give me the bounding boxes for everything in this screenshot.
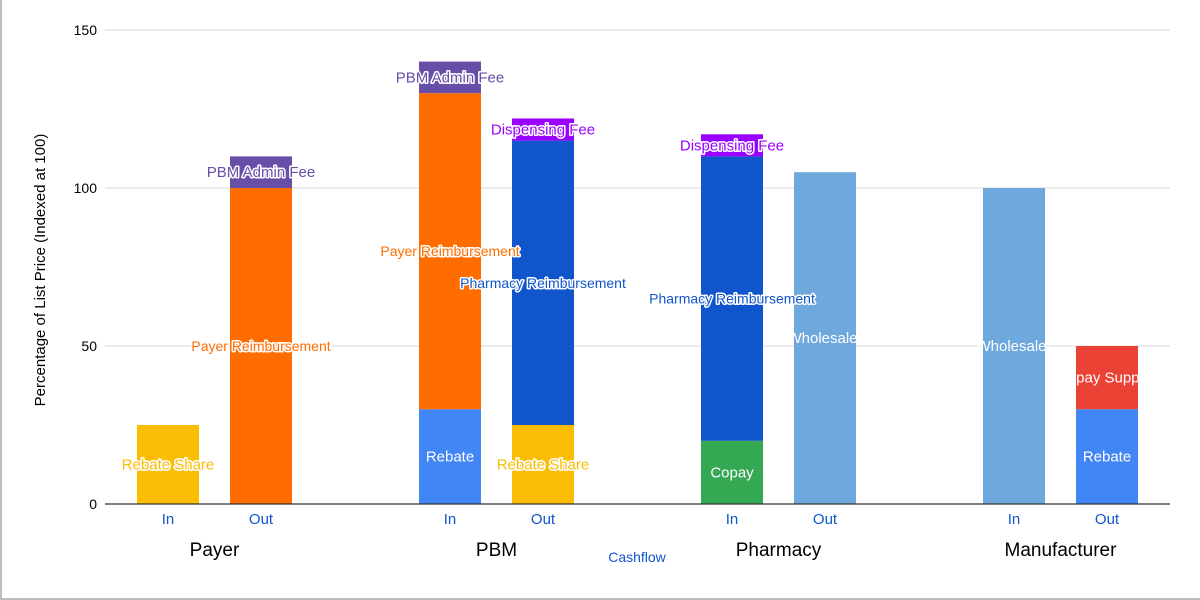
- bar-segment-copay: [701, 440, 763, 504]
- group-label-pharmacy: Pharmacy: [736, 540, 822, 561]
- data-label-rebate-share: Rebate Share: [497, 457, 590, 474]
- y-axis-title: Percentage of List Price (Indexed at 100…: [32, 134, 49, 407]
- y-tick-label: 0: [89, 496, 97, 512]
- data-label-pbm-admin-fee: PBM Admin Fee: [396, 69, 504, 86]
- bar-segment-wholesaler: [794, 172, 856, 504]
- bar-segment-dispensing-fee: [701, 134, 763, 157]
- bars: [137, 61, 1138, 504]
- bar-segment-rebate-share: [137, 425, 199, 504]
- data-label-copay-support: Copay Support: [1057, 370, 1158, 387]
- bar-segment-payer-reimbursement: [230, 188, 292, 504]
- x-tick-label: In: [726, 511, 739, 528]
- bar-segment-wholesaler: [983, 188, 1045, 504]
- data-label-payer-reimbursement: Payer Reimbursement: [380, 243, 519, 259]
- x-axis-title: Cashflow: [608, 549, 666, 565]
- data-label-pharmacy-reimbursement: Pharmacy Reimbursement: [460, 275, 626, 291]
- bar-segment-rebate: [419, 409, 481, 504]
- data-labels: Rebate Share Payer Reimbursement PBM Admin…: [120, 68, 1158, 481]
- bar-segment-pbm-admin-fee: [419, 61, 481, 94]
- data-label-pbm-admin-fee: PBM Admin Fee: [207, 164, 315, 181]
- data-label-wholesaler: Wholesaler: [787, 330, 862, 347]
- group-label-payer: Payer: [190, 540, 240, 561]
- bar-segment-payer-reimbursement: [419, 93, 481, 410]
- y-tick-label: 150: [74, 22, 98, 38]
- bar-segment-rebate: [1076, 409, 1138, 504]
- x-tick-label: In: [444, 511, 457, 528]
- x-tick-label: Out: [249, 511, 274, 528]
- data-label-rebate: Rebate: [1083, 449, 1131, 466]
- x-tick-label: Out: [531, 511, 556, 528]
- bar-segment-pharmacy-reimbursement: [512, 140, 574, 425]
- group-label-manufacturer: Manufacturer: [1005, 540, 1118, 561]
- bar-segment-pbm-admin-fee: [230, 156, 292, 188]
- data-label-rebate: Rebate: [426, 449, 474, 466]
- x-tick-label: Out: [1095, 511, 1120, 528]
- x-tick-label: In: [162, 511, 175, 528]
- y-tick-label: 50: [81, 338, 97, 354]
- bar-segment-rebate-share: [512, 425, 574, 504]
- x-tick-label: In: [1008, 511, 1021, 528]
- data-label-rebate-share: Rebate Share: [122, 457, 215, 474]
- axes: 0 50 100 150 In Out Payer In Out PBM In Out Pharmacy…: [74, 22, 1170, 561]
- bar-segment-copay-support: [1076, 346, 1138, 410]
- y-tick-label: 100: [74, 180, 98, 196]
- bar-segment-pharmacy-reimbursement: [701, 156, 763, 441]
- data-label-pharmacy-reimbursement: Pharmacy Reimbursement: [649, 291, 815, 307]
- group-label-pbm: PBM: [476, 540, 517, 561]
- data-label-copay: Copay: [710, 464, 754, 481]
- data-label-dispensing-fee: Dispensing Fee: [680, 137, 784, 154]
- bar-segment-dispensing-fee: [512, 118, 574, 141]
- data-label-wholesaler: Wholesaler: [976, 338, 1051, 355]
- x-tick-label: Out: [813, 511, 838, 528]
- data-label-payer-reimbursement: Payer Reimbursement: [191, 338, 330, 354]
- data-label-dispensing-fee: Dispensing Fee: [491, 122, 595, 139]
